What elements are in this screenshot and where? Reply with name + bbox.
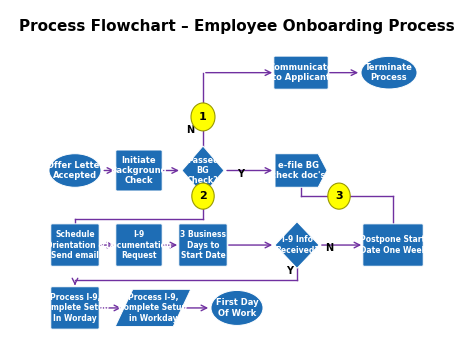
Polygon shape: [182, 146, 224, 195]
Text: I-9
Documentation
Request: I-9 Documentation Request: [106, 230, 172, 260]
FancyBboxPatch shape: [51, 224, 99, 266]
Text: First Day
Of Work: First Day Of Work: [216, 298, 258, 317]
FancyBboxPatch shape: [363, 224, 423, 266]
Polygon shape: [275, 222, 319, 268]
Text: 3: 3: [335, 191, 343, 201]
Text: Y: Y: [237, 168, 244, 179]
Text: Offer Letter
Accepted: Offer Letter Accepted: [46, 161, 103, 180]
Text: Y: Y: [286, 266, 293, 276]
Text: Process I-9,
Complete Setup
In Worday: Process I-9, Complete Setup In Worday: [40, 293, 109, 323]
Polygon shape: [115, 289, 191, 327]
Circle shape: [328, 183, 350, 209]
Text: 2: 2: [199, 191, 207, 201]
Text: N: N: [186, 125, 194, 135]
FancyBboxPatch shape: [274, 56, 328, 89]
Text: N: N: [325, 243, 333, 253]
Ellipse shape: [361, 56, 417, 89]
Circle shape: [192, 183, 214, 209]
Text: 3 Business
Days to
Start Date: 3 Business Days to Start Date: [180, 230, 226, 260]
Text: Initiate
Background
Check: Initiate Background Check: [110, 155, 167, 186]
Text: I-9 Info
Received?: I-9 Info Received?: [275, 235, 319, 255]
Circle shape: [191, 103, 215, 131]
FancyBboxPatch shape: [116, 150, 162, 191]
Text: Process I-9,
Complete Setup
in Workday: Process I-9, Complete Setup in Workday: [118, 293, 188, 323]
Text: Postpone Start
Date One Week: Postpone Start Date One Week: [360, 235, 427, 255]
FancyBboxPatch shape: [179, 224, 227, 266]
Text: Schedule
Orientation &
Send email: Schedule Orientation & Send email: [46, 230, 104, 260]
FancyBboxPatch shape: [51, 287, 99, 329]
Text: e-file BG
check doc's: e-file BG check doc's: [271, 161, 325, 180]
Polygon shape: [275, 154, 327, 187]
FancyBboxPatch shape: [116, 224, 162, 266]
Text: Communicate
to Applicant: Communicate to Applicant: [269, 63, 333, 83]
Text: 1: 1: [199, 112, 207, 122]
Text: Process Flowchart – Employee Onboarding Process: Process Flowchart – Employee Onboarding …: [19, 19, 455, 34]
Text: Terminate
Process: Terminate Process: [365, 63, 413, 83]
Text: Passed
BG
Check?: Passed BG Check?: [187, 155, 219, 186]
Ellipse shape: [211, 291, 263, 325]
Ellipse shape: [49, 154, 101, 187]
